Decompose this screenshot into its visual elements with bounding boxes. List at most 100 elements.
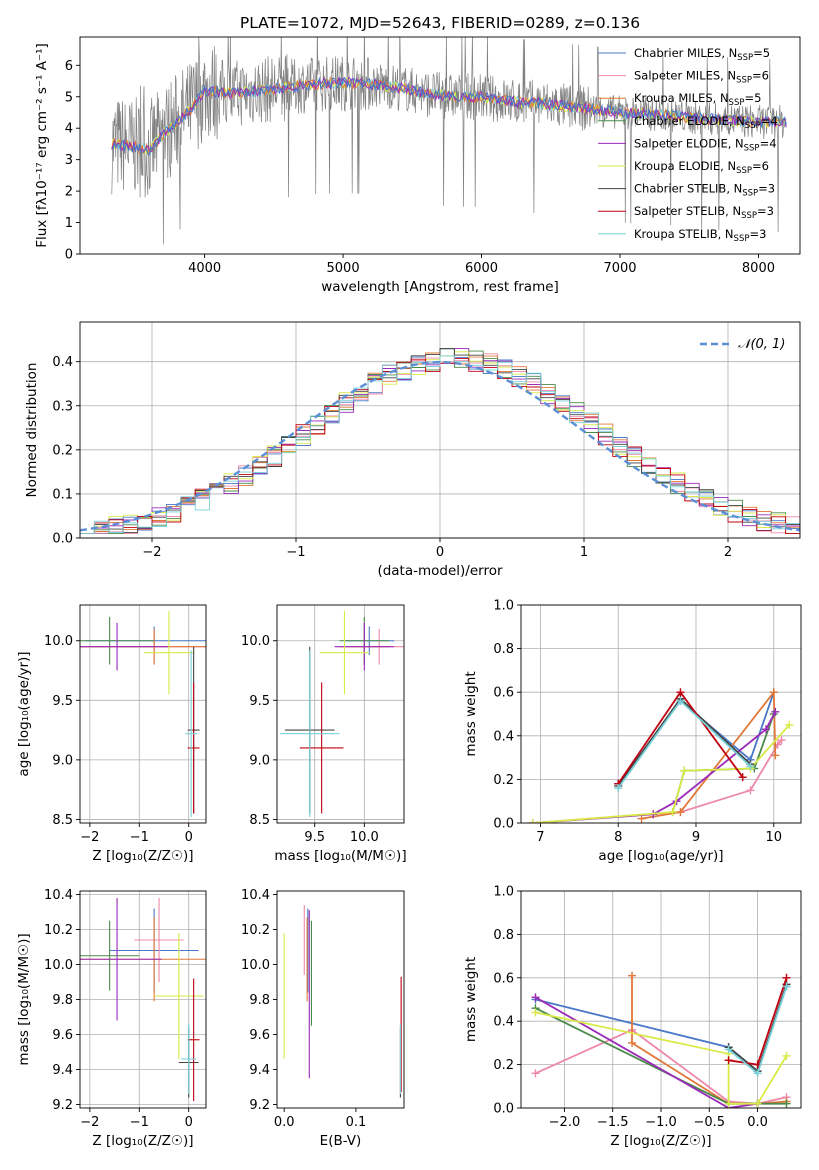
x-tick-label: 9.5 (304, 830, 325, 845)
y-tick-label: 0.8 (493, 642, 514, 657)
y-tick-label: 9.4 (52, 1063, 73, 1078)
y-tick-label: 0.4 (493, 1015, 514, 1030)
y-tick-label: 10.2 (44, 923, 73, 938)
y-axis-label: mass weight (463, 671, 479, 756)
spectrum-panel: 4000 5000 6000 7000 8000 0 1 2 3 4 5 6 wavelength [A… (34, 36, 801, 295)
mass-weight-vs-age-panel: 7 8 9 10 0.0 0.2 0.4 0.6 0.8 1.0 age [log₁₀(age/yr… (463, 599, 802, 864)
age-vs-mass-panel: 9.5 10.0 8.5 9.0 9.5 10.0 mass [log₁₀(M/M☉)] (241, 604, 407, 864)
y-tick-label: 0.8 (493, 928, 514, 943)
age-vs-mass-plot-area (279, 610, 404, 818)
x-tick-label: 1 (580, 545, 588, 560)
y-tick-label: 0.6 (493, 686, 514, 701)
mass-vs-Z-panel: −2 −1 0 9.2 9.4 9.6 9.8 10.0 10.2 10.4 Z [log₁₀(Z/… (16, 888, 207, 1149)
legend-entry: 𝒩(0, 1) (738, 337, 785, 352)
legend-entry: Salpeter STELIB, NSSP=3 (634, 204, 774, 221)
age-vs-Z-plot-area (80, 610, 206, 818)
y-tick-label: 10.2 (241, 923, 270, 938)
age-vs-Z-panel: −2 −1 0 8.5 9.0 9.5 10.0 Z [log₁₀(Z/Z☉)] age [lo… (16, 604, 207, 864)
y-tick-label: 3 (65, 153, 73, 168)
legend-entry: Kroupa STELIB, NSSP=3 (634, 227, 766, 244)
x-tick-label: 6000 (465, 261, 498, 276)
legend-value: =4 (760, 136, 777, 150)
mass-vs-Z-plot-area (80, 898, 206, 1101)
residuals-plot-area (80, 348, 800, 535)
x-tick-label: −1.5 (597, 1115, 629, 1130)
x-tick-label: 9 (692, 830, 700, 845)
y-tick-label: 1.0 (493, 599, 514, 614)
y-tick-label: 9.5 (52, 694, 73, 709)
x-tick-label: 10.0 (350, 830, 379, 845)
series-line (641, 689, 777, 820)
y-tick-label: 9.0 (52, 753, 73, 768)
x-tick-label: 7 (536, 830, 544, 845)
y-tick-label: 2 (65, 185, 73, 200)
y-tick-label: 9.8 (249, 993, 270, 1008)
series-line (535, 996, 758, 1108)
x-tick-label: −1.0 (645, 1115, 677, 1130)
legend-subscript: SSP (729, 98, 745, 108)
y-tick-label: 0.0 (493, 817, 514, 832)
mass-vs-ebv-plot-area (283, 905, 402, 1098)
legend-value: =3 (749, 227, 766, 241)
legend-entry: Kroupa ELODIE, NSSP=6 (634, 159, 769, 176)
histogram-step (80, 357, 800, 535)
x-axis-label: wavelength [Angstrom, rest frame] (321, 279, 559, 295)
x-tick-label: −2 (80, 830, 99, 845)
legend-value: =5 (744, 91, 761, 105)
legend-value: =6 (752, 69, 769, 83)
legend-entry: Salpeter ELODIE, NSSP=4 (634, 136, 777, 153)
y-tick-label: 0.2 (493, 773, 514, 788)
axes-frame (79, 36, 801, 255)
x-tick-label: 0.1 (346, 1115, 367, 1130)
x-tick-label: 8000 (742, 261, 775, 276)
residuals-panel: −2 −1 0 1 2 0.0 0.1 0.2 0.3 0.4 (data-model)/error… (24, 321, 801, 579)
x-tick-label: 0 (185, 1115, 193, 1130)
x-axis-label: mass [log₁₀(M/M☉)] (274, 848, 406, 864)
y-tick-label: 10.4 (241, 888, 270, 903)
model-spectrum-line (111, 76, 787, 156)
legend-entry: Chabrier ELODIE, NSSP=4 (634, 114, 778, 131)
y-tick-label: 0.4 (52, 355, 73, 370)
y-tick-label: 9.4 (249, 1063, 270, 1078)
axes-frame (276, 604, 405, 824)
mass-vs-ebv-panel: 0.0 0.1 9.2 9.4 9.6 9.8 10.0 10.2 10.4 E(B-V) (241, 888, 405, 1149)
y-tick-label: 9.5 (249, 694, 270, 709)
y-tick-label: 9.8 (52, 993, 73, 1008)
x-axis-label: Z [log₁₀(Z/Z☉)] (610, 1133, 711, 1149)
x-axis-label: Z [log₁₀(Z/Z☉)] (92, 848, 193, 864)
legend-value: =3 (758, 182, 775, 196)
x-axis-label: (data-model)/error (377, 563, 503, 579)
legend-value: =3 (757, 204, 774, 218)
legend-value: =6 (752, 159, 769, 173)
x-tick-label: 0 (436, 545, 444, 560)
legend-entry: Chabrier MILES, NSSP=5 (634, 46, 770, 63)
x-axis-label: Z [log₁₀(Z/Z☉)] (92, 1133, 193, 1149)
mass-weight-vs-Z-panel: −2.0 −1.5 −1.0 −0.5 0.0 0.0 0.2 0.4 0.6 0.8 1.0 Z [… (463, 885, 802, 1149)
y-tick-label: 0.6 (493, 971, 514, 986)
x-tick-label: 4000 (188, 261, 221, 276)
x-tick-label: −1 (130, 1115, 149, 1130)
chart-title: PLATE=1072, MJD=52643, FIBERID=0289, z=0… (240, 14, 640, 32)
x-tick-label: −0.5 (693, 1115, 725, 1130)
legend-subscript: SSP (742, 189, 758, 199)
y-tick-label: 9.2 (52, 1098, 73, 1113)
x-tick-label: −2 (80, 1115, 99, 1130)
mass-weight-vs-Z-plot-area (531, 971, 791, 1108)
axes-frame (79, 604, 207, 824)
y-tick-label: 0.3 (52, 399, 73, 414)
y-tick-label: 9.6 (52, 1028, 73, 1043)
x-axis-label: E(B-V) (320, 1133, 362, 1149)
legend-value: =5 (753, 46, 770, 60)
legend-subscript: SSP (734, 234, 750, 244)
x-tick-label: −1 (286, 545, 305, 560)
x-tick-label: 8 (614, 830, 622, 845)
series-line (532, 724, 790, 823)
legend-subscript: SSP (737, 53, 753, 63)
series-line (532, 711, 777, 823)
y-tick-label: 0.2 (52, 443, 73, 458)
y-axis-label: mass [log₁₀(M/M☉)] (16, 933, 32, 1065)
y-tick-label: 8.5 (249, 813, 270, 828)
y-axis-label: Flux [fλ10⁻¹⁷ erg cm⁻² s⁻¹ A⁻¹] (34, 43, 50, 248)
